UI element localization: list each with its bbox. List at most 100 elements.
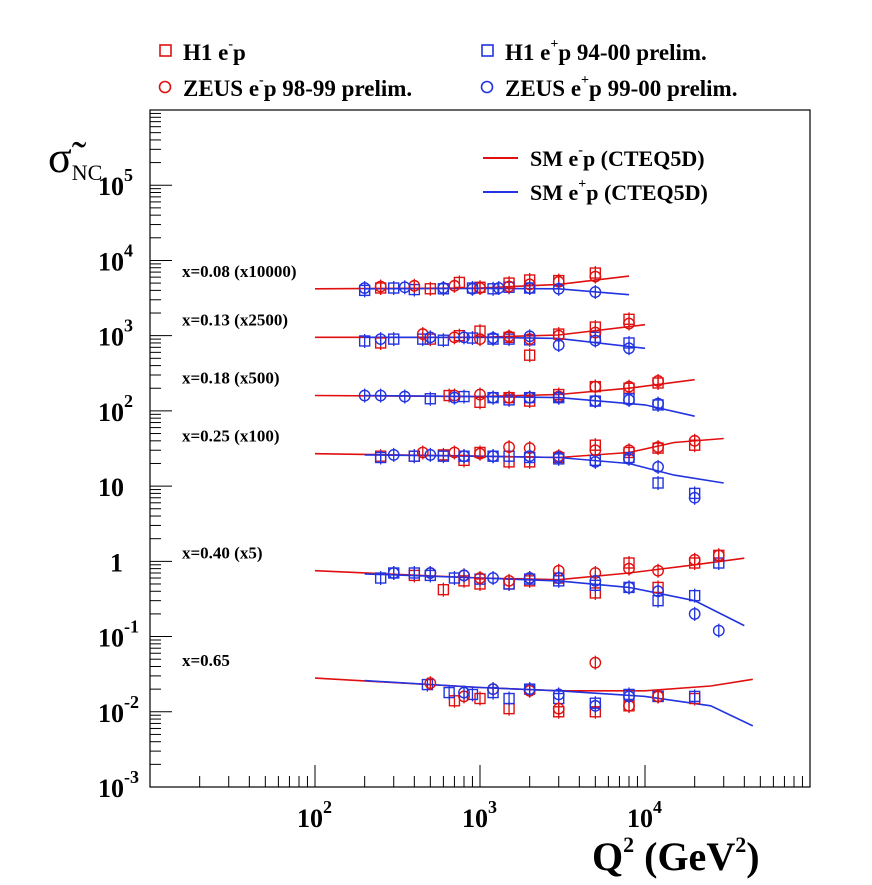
zeus-ep-point	[424, 567, 437, 579]
zeus-ep-point	[487, 450, 499, 463]
zeus-ep-point	[589, 286, 602, 298]
x-tick-label-2: 104	[627, 797, 662, 833]
zeus-ep-point	[458, 450, 470, 463]
zeus-em-point	[474, 333, 486, 346]
legend-label-1: H1 e+p 94-00 prelim.	[505, 37, 707, 65]
zeus-ep-point	[387, 567, 400, 579]
zeus-em-point	[552, 702, 565, 715]
zeus-em-point	[623, 380, 635, 393]
zeus-ep-point	[623, 453, 635, 465]
zeus-ep-point	[552, 339, 565, 351]
sm-ep-curve-3	[364, 454, 724, 484]
zeus-ep-point	[424, 448, 437, 461]
zeus-ep-point	[552, 572, 565, 584]
zeus-em-point	[416, 328, 429, 340]
zeus-em-point	[688, 434, 701, 447]
zeus-ep-point	[358, 389, 371, 402]
zeus-ep-point	[552, 451, 565, 464]
h1-ep-point	[487, 283, 499, 295]
zeus-ep-point	[458, 686, 470, 699]
zeus-ep-point	[589, 574, 602, 587]
zeus-em-point	[374, 280, 387, 293]
y-axis-title: σ̃NC	[48, 133, 102, 185]
y-tick-label-0: 10-3	[98, 767, 139, 803]
zeus-ep-point	[523, 572, 536, 584]
zeus-em-point	[652, 375, 664, 387]
h1-ep-point	[688, 690, 701, 703]
zeus-ep-point	[466, 282, 479, 295]
zeus-ep-point	[458, 331, 470, 344]
h1-ep-point	[437, 334, 450, 346]
h1-ep-point	[652, 477, 664, 489]
zeus-ep-point	[387, 448, 400, 461]
zeus-ep-point	[652, 585, 664, 598]
y-tick-label-1: 10-2	[98, 692, 139, 728]
zeus-ep-point	[652, 397, 664, 410]
h1-em-point	[474, 692, 486, 705]
zeus-ep-point	[374, 333, 387, 346]
y-tick-label-4: 10	[98, 473, 124, 502]
zeus-ep-point	[589, 334, 602, 347]
legend-label-0: H1 e-p	[183, 37, 246, 65]
legend-label-3: ZEUS e+p 99-00 prelim.	[505, 73, 737, 101]
zeus-ep-point	[523, 330, 536, 343]
zeus-ep-point	[523, 391, 536, 404]
zeus-em-point	[503, 441, 515, 454]
h1-ep-point	[437, 450, 450, 462]
zeus-ep-point	[623, 393, 635, 406]
series-label-2: x=0.18 (x500)	[182, 369, 280, 388]
zeus-ep-point	[623, 690, 635, 703]
zeus-em-point	[688, 553, 701, 566]
sm-ep-curve-5	[364, 679, 754, 727]
zeus-em-point	[652, 441, 664, 454]
h1-ep-point	[424, 393, 437, 405]
zeus-ep-point	[589, 455, 602, 468]
zeus-em-point	[474, 282, 486, 294]
zeus-em-point	[623, 317, 635, 330]
x-tick-label-1: 103	[462, 797, 497, 833]
h1-em-point	[437, 583, 450, 596]
zeus-ep-point	[523, 450, 536, 463]
zeus-em-point	[589, 380, 602, 393]
x-tick-label-0: 102	[297, 797, 332, 833]
zeus-ep-point	[487, 391, 499, 404]
zeus-ep-point	[437, 282, 450, 294]
y-tick-label-6: 103	[98, 316, 133, 352]
legend-label-2: ZEUS e-p 98-99 prelim.	[183, 73, 412, 101]
legend-marker-2	[158, 80, 172, 94]
zeus-ep-point	[552, 282, 565, 295]
zeus-em-point	[474, 388, 486, 401]
h1-em-point	[523, 349, 536, 361]
legend-marker-3	[480, 80, 494, 94]
tick-labels: 102 103 104 10-3 10-2 10-1 1 10 102 103 104 105	[98, 165, 662, 833]
h1-ep-point	[374, 572, 387, 584]
data-points	[358, 266, 725, 719]
h1-ep-point	[388, 333, 400, 345]
y-tick-label-8: 105	[98, 165, 133, 201]
zeus-ep-point	[487, 683, 499, 696]
zeus-ep-point	[652, 461, 664, 473]
zeus-ep-point	[398, 281, 411, 294]
zeus-em-point	[623, 562, 635, 575]
h1-ep-point	[388, 282, 400, 294]
legend-marker-1	[481, 44, 494, 57]
zeus-ep-point	[523, 683, 536, 696]
series-labels: x=0.08 (x10000) x=0.13 (x2500) x=0.18 (x50…	[182, 262, 297, 670]
h1-ep-point	[443, 686, 455, 699]
h1-ep-point	[466, 332, 479, 344]
y-axis-title-sub: NC	[72, 160, 103, 185]
series-label-4: x=0.40 (x5)	[182, 544, 263, 563]
zeus-ep-point	[688, 491, 701, 504]
zeus-em-point	[416, 446, 429, 459]
series-label-3: x=0.25 (x100)	[182, 427, 280, 446]
zeus-em-point	[503, 391, 515, 404]
zeus-em-point	[474, 572, 486, 584]
zeus-ep-point	[552, 688, 565, 701]
zeus-ep-point	[398, 390, 411, 403]
h1-ep-point	[466, 688, 479, 701]
inner-legend: SM e-p (CTEQ5D) SM e+p (CTEQ5D)	[483, 143, 708, 205]
zeus-em-point	[503, 574, 515, 587]
zeus-ep-point	[552, 391, 565, 404]
series-label-5: x=0.65	[182, 651, 230, 670]
